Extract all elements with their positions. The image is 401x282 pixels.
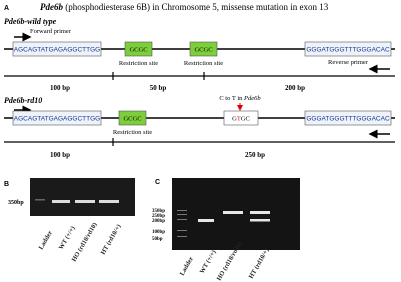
shape (35, 199, 45, 201)
text-part: T (237, 116, 241, 123)
wild-label: Pde6b-wild type (4, 17, 57, 26)
shape (177, 210, 187, 211)
shape (124, 41, 153, 57)
site: GCGC (129, 47, 147, 54)
shape (198, 219, 214, 222)
shape (12, 41, 102, 57)
shape (30, 178, 135, 216)
sequence: GGGATGGGTTTGGGACAC (306, 116, 390, 123)
mutation-label: C to T in Pde6b (219, 95, 261, 102)
lane-label: Ladder (38, 230, 54, 251)
forward-primer: Forward primer (30, 28, 72, 35)
shape (177, 214, 187, 215)
size: 100 bp (50, 84, 70, 92)
panel-label: C (155, 179, 160, 186)
mutant-site: GTGC (232, 116, 250, 123)
text-part: G (232, 116, 237, 123)
site: GCGC (194, 47, 212, 54)
sequence: GGGATGGGTTTGGGACAC (306, 47, 390, 54)
text-part: GC (241, 116, 250, 123)
shape (250, 211, 270, 214)
shape (52, 200, 119, 203)
shape (75, 200, 95, 203)
site-label: Restriction site (119, 60, 158, 67)
size: 100 bp (50, 151, 70, 159)
shape (198, 211, 270, 222)
marker: 50bp (152, 237, 163, 242)
lane-label: WT (+/+) (199, 249, 218, 275)
text-part: Pde6b (243, 95, 261, 102)
shape (223, 110, 259, 126)
shape (250, 219, 270, 222)
shape (177, 219, 187, 220)
shape (177, 210, 187, 237)
shape (177, 236, 187, 237)
panel-label: B (4, 181, 9, 188)
size: 200 bp (285, 84, 305, 92)
sequence: AGCAGTATGAGAGGCTTGG (14, 116, 100, 123)
site: GCGC (123, 116, 141, 123)
marker: 350bp (8, 200, 24, 206)
shape (99, 200, 119, 203)
lane-label: HT (rd10/+) (100, 223, 123, 256)
reverse-primer: Reverse primer (328, 59, 369, 66)
marker: 250bp (152, 214, 165, 219)
size: 250 bp (245, 151, 265, 159)
lane-label: WT (+/+) (58, 225, 77, 251)
marker: 100bp (152, 230, 165, 235)
sequence: AGCAGTATGAGAGGCTTGG (14, 47, 100, 54)
text-part: C to T in (219, 95, 244, 102)
shape (52, 200, 70, 203)
shape (112, 72, 205, 80)
text-part: Pde6b (40, 2, 63, 12)
shape (304, 110, 392, 126)
panel-label: A (4, 5, 9, 12)
rd10-label: Pde6b-rd10 (4, 96, 42, 105)
shape: 350bp 250bp 200bp 100bp 50bp (152, 209, 165, 242)
shape (304, 41, 392, 57)
shape (118, 110, 147, 126)
shape (223, 211, 243, 214)
shape (189, 41, 218, 57)
shape (12, 110, 102, 126)
text-part: (phosphodiesterase 6B) in Chromosome 5, … (63, 2, 329, 12)
title: Pde6b (phosphodiesterase 6B) in Chromoso… (40, 2, 329, 12)
lane-label: HT (rd10/+) (248, 247, 271, 280)
shape: Ladder WT (+/+) HO (rd10/rd10) HT (rd10/… (38, 222, 123, 263)
size: 50 bp (150, 84, 167, 92)
shape (177, 230, 187, 231)
site-label: Restriction site (184, 60, 223, 67)
marker: 200bp (152, 219, 165, 224)
marker: 350bp (152, 209, 165, 214)
site-label: Restriction site (113, 129, 152, 136)
lane-label: Ladder (179, 256, 195, 277)
